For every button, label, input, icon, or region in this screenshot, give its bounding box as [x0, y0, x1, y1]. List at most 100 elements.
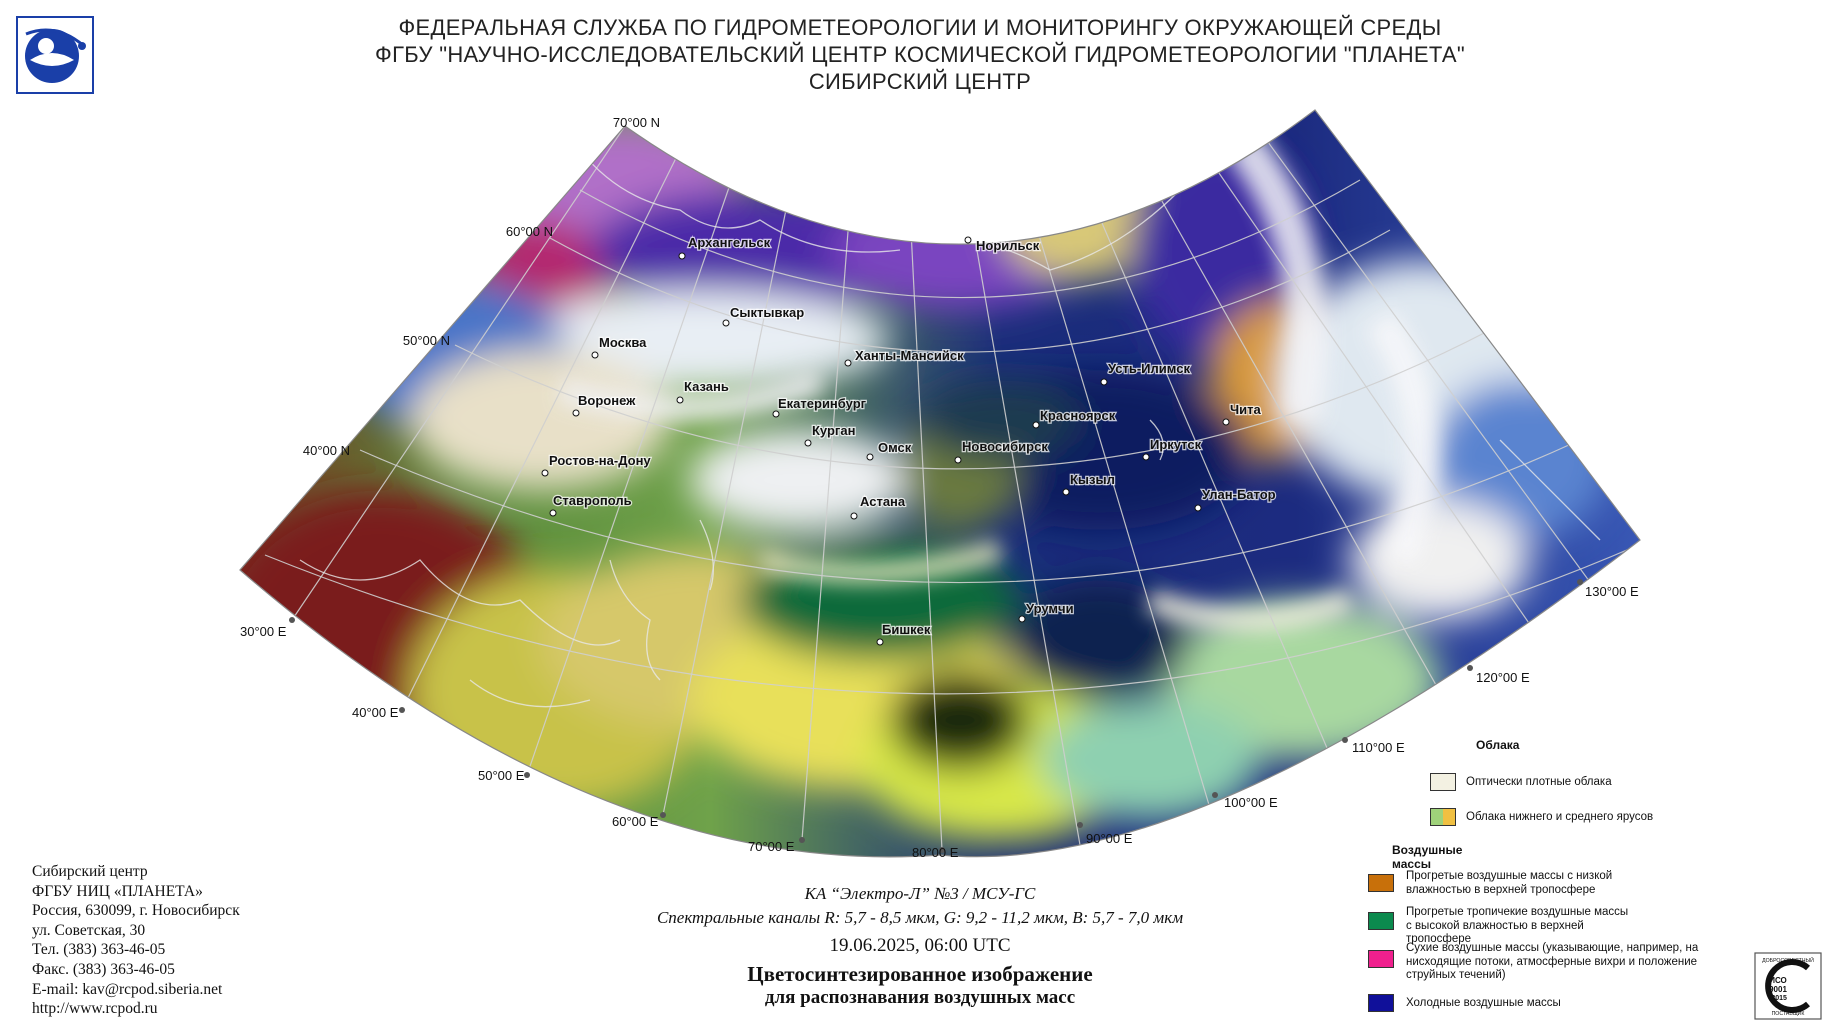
- legend-warm-dry-label: Прогретые воздушные массы с низкой влажн…: [1406, 870, 1613, 896]
- city-kurgan: Курган: [804, 422, 857, 447]
- city-irkutsk: Иркутск: [1142, 436, 1203, 461]
- swatch-cold: [1368, 994, 1394, 1012]
- legend-clouds-heading: Облака: [1476, 738, 1520, 752]
- iso-seal-text: ДОБРОСОВЕСТНЫЙ: [1762, 956, 1814, 964]
- city-arkhangelsk: Архангельск: [678, 234, 772, 260]
- lon-label-110: 110°00 E: [1352, 740, 1405, 755]
- lon-marker-90: [1077, 822, 1083, 828]
- caption-datetime: 19.06.2025, 06:00 UTC: [829, 935, 1011, 956]
- legend-airmasses-heading: Воздушные массы: [1392, 843, 1463, 871]
- iso-seal-text: ИСО: [1769, 976, 1787, 985]
- lon-marker-50: [524, 772, 530, 778]
- header-line-2: ФГБУ "НАУЧНО-ИССЛЕДОВАТЕЛЬСКИЙ ЦЕНТР КОС…: [375, 42, 1465, 67]
- address-line: ФГБУ НИЦ «ПЛАНЕТА»: [32, 882, 203, 900]
- city-urumqi: Урумчи: [1018, 600, 1075, 623]
- lon-marker-100: [1212, 792, 1218, 798]
- swatch-warm-humid: [1368, 912, 1394, 930]
- iso-seal-text: 9001: [1769, 985, 1787, 994]
- city-moskva: Москва: [591, 334, 648, 359]
- city-label: Иркутск: [1150, 437, 1202, 452]
- city-kazan: Казань: [676, 378, 730, 404]
- city-syktyvkar: Сыктывкар: [722, 304, 805, 327]
- city-label: Астана: [860, 494, 906, 509]
- lon-marker-120: [1467, 665, 1473, 671]
- city-label: Архангельск: [688, 235, 771, 250]
- latitude-labels: 70°00 N 60°00 N 50°00 N 40°00 N: [303, 115, 660, 458]
- swatch-low-mid-clouds: [1430, 808, 1456, 826]
- address-line: ул. Советская, 30: [32, 921, 146, 939]
- city-label: Москва: [599, 335, 647, 350]
- address-line: Россия, 630099, г. Новосибирск: [32, 902, 240, 920]
- city-label: Екатеринбург: [778, 396, 867, 411]
- lon-marker-40: [399, 707, 405, 713]
- city-label: Норильск: [976, 238, 1040, 253]
- lat-label-50: 50°00 N: [403, 333, 450, 348]
- iso-seal-text: ПОСТАВЩИК: [1772, 1011, 1805, 1017]
- lon-marker-60: [660, 812, 666, 818]
- city-label: Ханты-Мансийск: [855, 348, 964, 363]
- lon-label-80: 80°00 E: [912, 845, 959, 860]
- city-omsk: Омск: [866, 439, 913, 461]
- lon-label-40: 40°00 E: [352, 705, 399, 720]
- lon-marker-110: [1342, 737, 1348, 743]
- city-label: Усть-Илимск: [1108, 361, 1190, 376]
- city-markers: Архангельск Норильск Сыктывкар Москва Ха…: [541, 234, 1277, 646]
- city-label: Сыктывкар: [730, 305, 804, 320]
- swatch-dense-clouds: [1430, 773, 1456, 791]
- lon-label-70: 70°00 E: [748, 839, 795, 854]
- lon-label-130: 130°00 E: [1585, 584, 1639, 599]
- city-label: Новосибирск: [962, 439, 1048, 454]
- caption-satellite: КА “Электро-Л” №3 / МСУ-ГС: [804, 884, 1036, 903]
- lat-label-70: 70°00 N: [613, 115, 660, 130]
- city-yekaterinburg: Екатеринбург: [772, 395, 868, 418]
- city-astana: Астана: [850, 493, 907, 520]
- roshydromet-logo-icon: [16, 16, 94, 94]
- lon-label-50: 50°00 E: [478, 768, 525, 783]
- city-ust-ilimsk: Усть-Илимск: [1100, 360, 1192, 386]
- address-line: Тел. (383) 363-46-05: [32, 941, 166, 959]
- city-chita: Чита: [1222, 401, 1263, 426]
- address-line: Сибирский центр: [32, 863, 148, 880]
- swatch-warm-dry: [1368, 874, 1394, 892]
- lon-label-100: 100°00 E: [1224, 795, 1278, 810]
- lon-marker-80: [939, 847, 945, 853]
- legend-warm-humid-label: Прогретые тропичекие воздушные массы с в…: [1406, 906, 1629, 945]
- swatch-dry: [1368, 950, 1394, 968]
- city-label: Ставрополь: [553, 493, 632, 508]
- address-block: Сибирский центр ФГБУ НИЦ «ПЛАНЕТА» Росси…: [32, 862, 240, 1019]
- iso-certification-seal-icon: ДОБРОСОВЕСТНЫЙ ИСО 9001 -2015 ПОСТАВЩИК: [1754, 952, 1822, 1020]
- lon-marker-130: [1577, 579, 1583, 585]
- longitude-labels: 30°00 E 40°00 E 50°00 E 60°00 E 70°00 E …: [240, 579, 1639, 860]
- legend-dry-label: Сухие воздушные массы (указывающие, напр…: [1406, 942, 1699, 981]
- address-email: E-mail: kav@rcpod.siberia.net: [32, 980, 223, 998]
- city-label: Омск: [878, 440, 912, 455]
- lat-label-60: 60°00 N: [506, 224, 553, 239]
- city-stavropol: Ставрополь: [549, 492, 633, 517]
- city-label: Урумчи: [1026, 601, 1074, 616]
- lon-label-30: 30°00 E: [240, 624, 287, 639]
- address-line: Факс. (383) 363-46-05: [32, 960, 175, 978]
- address-url[interactable]: http://www.rcpod.ru: [32, 1000, 158, 1018]
- lon-label-120: 120°00 E: [1476, 670, 1530, 685]
- iso-seal-text: -2015: [1769, 995, 1787, 1002]
- lat-label-40: 40°00 N: [303, 443, 350, 458]
- lon-marker-30: [289, 617, 295, 623]
- header-line-3: СИБИРСКИЙ ЦЕНТР: [808, 69, 1032, 94]
- city-label: Ростов-на-Дону: [549, 453, 651, 468]
- city-bishkek: Бишкек: [876, 621, 932, 646]
- city-label: Воронеж: [578, 393, 636, 408]
- city-norilsk: Норильск: [964, 236, 1041, 254]
- city-label: Улан-Батор: [1202, 487, 1276, 502]
- legend-low-mid-clouds-label: Облака нижнего и среднего ярусов: [1466, 811, 1654, 823]
- city-label: Чита: [1230, 402, 1261, 417]
- lon-label-60: 60°00 E: [612, 814, 659, 829]
- city-label: Красноярск: [1040, 408, 1116, 423]
- legend-cold-label: Холодные воздушные массы: [1406, 997, 1561, 1009]
- city-khanty-mansiysk: Ханты-Мансийск: [844, 347, 965, 367]
- city-kyzyl: Кызыл: [1062, 471, 1116, 496]
- legend-dense-clouds-label: Оптически плотные облака: [1466, 776, 1612, 788]
- caption-title-2: для распознавания воздушных масс: [764, 987, 1076, 1008]
- caption-title-1: Цветосинтезированное изображение: [747, 962, 1093, 986]
- header: ФЕДЕРАЛЬНАЯ СЛУЖБА ПО ГИДРОМЕТЕОРОЛОГИИ …: [0, 14, 1840, 95]
